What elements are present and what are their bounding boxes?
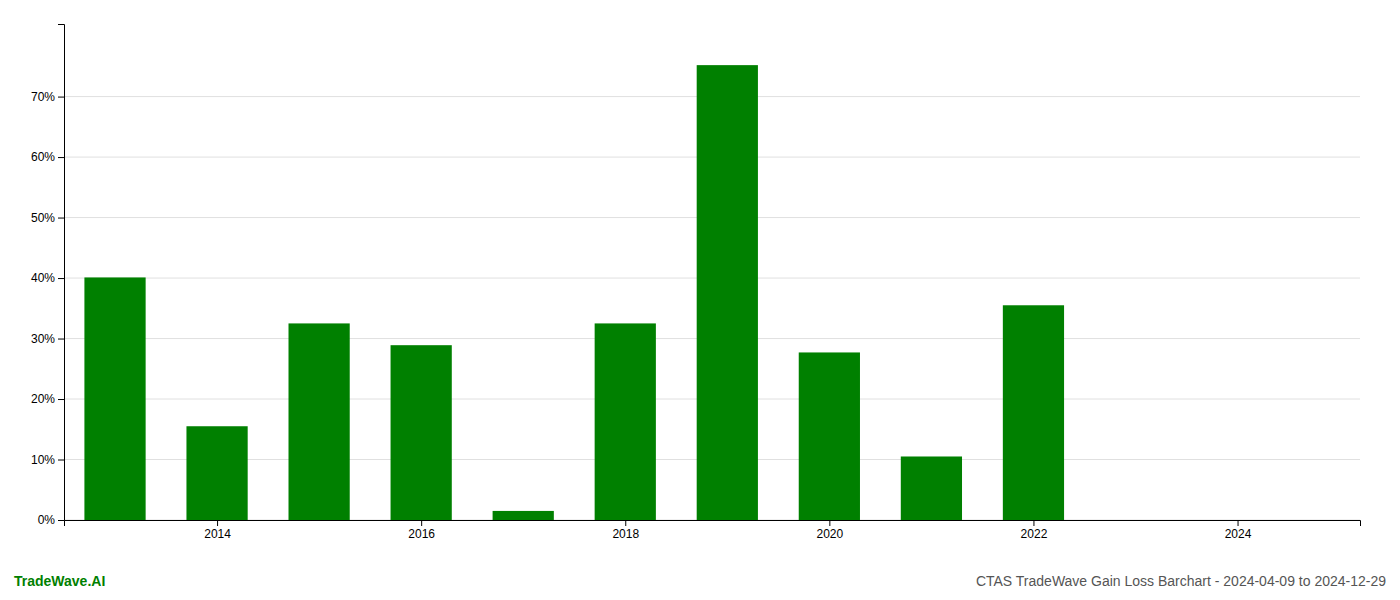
bar — [697, 65, 758, 520]
x-axis-line — [65, 521, 1361, 527]
x-tick-mark — [217, 520, 218, 526]
y-tick: 10% — [31, 453, 64, 467]
x-tick: 2024 — [1225, 520, 1252, 541]
bar — [595, 323, 656, 520]
y-tick: 40% — [31, 271, 64, 285]
x-tick-mark — [1238, 520, 1239, 526]
y-tick-label: 10% — [31, 453, 55, 467]
y-tick-label: 60% — [31, 150, 55, 164]
x-tick-label: 2022 — [1021, 527, 1048, 541]
plot-area: 0%10%20%30%40%50%60%70%20142016201820202… — [31, 25, 1361, 541]
y-tick-mark — [58, 520, 64, 521]
y-tick: 20% — [31, 392, 64, 406]
title: CTAS TradeWave Gain Loss Barchart - 2024… — [976, 573, 1386, 589]
y-tick-mark — [58, 460, 64, 461]
bar — [84, 277, 145, 520]
bar — [493, 511, 554, 520]
bar — [289, 323, 350, 520]
x-tick: 2016 — [408, 520, 435, 541]
x-tick: 2020 — [817, 520, 844, 541]
y-tick-mark — [58, 399, 64, 400]
y-tick-label: 40% — [31, 271, 55, 285]
y-tick-label: 50% — [31, 211, 55, 225]
x-tick-label: 2014 — [204, 527, 231, 541]
y-tick: 0% — [38, 513, 64, 527]
x-axis: 2014 2016 2018 2020 2022 2024 — [65, 520, 1361, 541]
y-tick-label: 20% — [31, 392, 55, 406]
y-tick: 30% — [31, 332, 64, 346]
bars — [84, 65, 1064, 520]
y-tick-label: 70% — [31, 90, 55, 104]
bar — [1003, 305, 1064, 520]
y-tick-mark — [58, 339, 64, 340]
x-tick-mark — [625, 520, 626, 526]
y-tick-label: 0% — [38, 513, 56, 527]
bar — [1105, 520, 1166, 521]
y-tick-mark — [58, 157, 64, 158]
x-tick: 2014 — [204, 520, 231, 541]
y-tick: 70% — [31, 90, 64, 104]
watermark: TradeWave.AI — [14, 573, 105, 589]
y-tick-mark — [58, 97, 64, 98]
y-axis: 0% 10% 20% 30% 40% 50% 60% 70% — [31, 25, 65, 528]
y-tick: 50% — [31, 211, 64, 225]
y-tick-mark — [58, 278, 64, 279]
x-tick-mark — [829, 520, 830, 526]
y-tick-mark — [58, 218, 64, 219]
x-tick-label: 2016 — [408, 527, 435, 541]
bar — [901, 456, 962, 520]
chart: 0%10%20%30%40%50%60%70%20142016201820202… — [0, 0, 1400, 600]
x-tick: 2022 — [1021, 520, 1048, 541]
y-tick-label: 30% — [31, 332, 55, 346]
x-tick-mark — [1033, 520, 1034, 526]
y-tick: 60% — [31, 150, 64, 164]
bar — [186, 426, 247, 520]
x-tick-label: 2018 — [612, 527, 639, 541]
x-tick-label: 2024 — [1225, 527, 1252, 541]
x-tick-label: 2020 — [817, 527, 844, 541]
bar — [391, 345, 452, 520]
bar — [799, 352, 860, 520]
x-tick: 2018 — [612, 520, 639, 541]
x-tick-mark — [421, 520, 422, 526]
y-axis-line — [58, 25, 65, 521]
